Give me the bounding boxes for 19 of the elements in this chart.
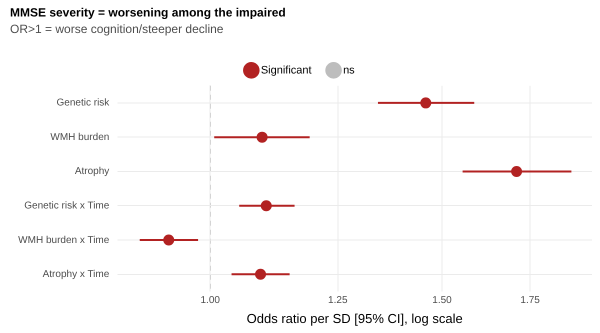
y-tick-label: WMH burden — [50, 132, 110, 143]
y-tick-label: Atrophy x Time — [42, 269, 110, 280]
legend-label: ns — [343, 64, 356, 76]
legend-label: Significant — [260, 64, 312, 76]
y-tick-label: Genetic risk — [56, 98, 110, 109]
y-tick-label: Genetic risk x Time — [24, 200, 110, 212]
x-tick-label: 1.25 — [328, 295, 348, 306]
x-tick-label: 1.50 — [432, 295, 452, 306]
point — [255, 268, 266, 280]
x-axis-title: Odds ratio per SD [95% CI], log scale — [246, 310, 463, 326]
point — [256, 132, 268, 143]
x-tick-label: 1.75 — [520, 295, 540, 306]
y-tick-label: Atrophy — [74, 166, 110, 178]
chart-title: MMSE severity = worsening among the impaired — [10, 6, 286, 20]
point — [511, 166, 522, 177]
y-tick-label: WMH burden x Time — [18, 234, 110, 246]
x-tick-label: 1.00 — [200, 295, 220, 306]
chart-subtitle: OR>1 = worse cognition/steeper decline — [10, 22, 224, 36]
point — [260, 200, 272, 212]
